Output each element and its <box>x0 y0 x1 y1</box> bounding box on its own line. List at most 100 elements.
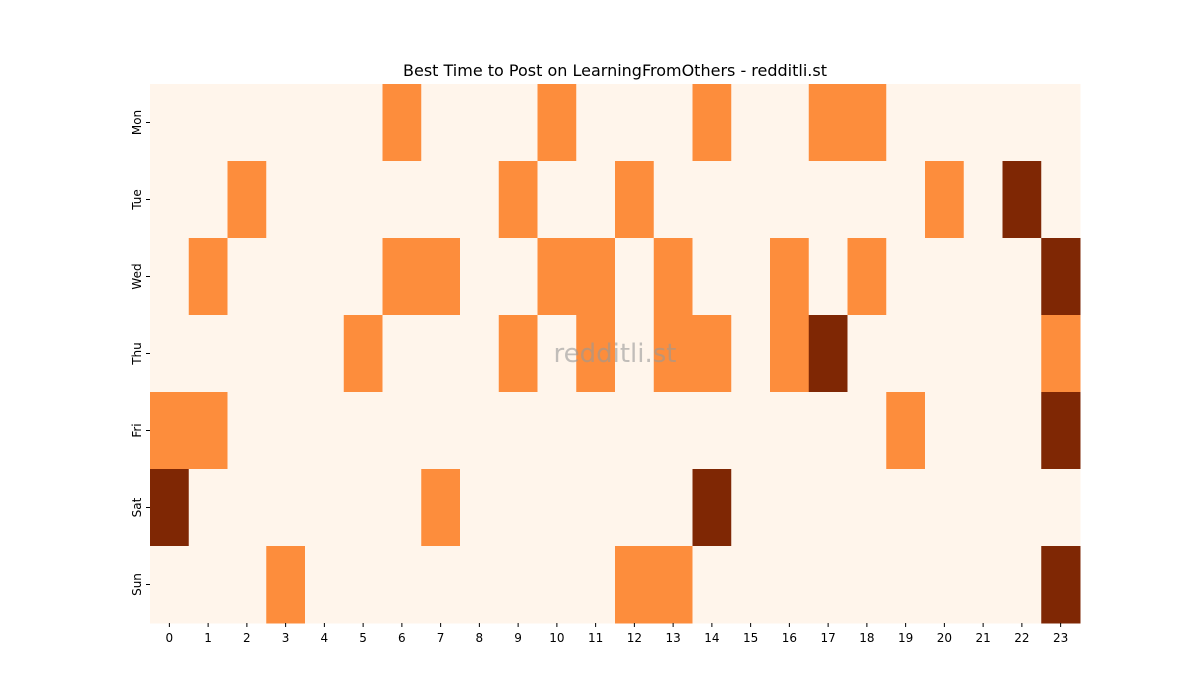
heatmap-cell-fri-2 <box>227 392 267 470</box>
heatmap-cell-fri-23 <box>1041 392 1081 470</box>
heatmap-cell-wed-7 <box>421 238 461 316</box>
heatmap-cell-sat-6 <box>382 469 422 547</box>
heatmap-cell-mon-1 <box>188 84 228 162</box>
heatmap-cell-sun-18 <box>847 546 887 624</box>
heatmap-cell-tue-13 <box>653 161 693 239</box>
heatmap-cell-mon-0 <box>150 84 190 162</box>
heatmap-cell-wed-19 <box>886 238 926 316</box>
heatmap-cell-mon-13 <box>653 84 693 162</box>
heatmap-cell-thu-5 <box>343 315 383 393</box>
heatmap-cell-thu-15 <box>731 315 771 393</box>
heatmap-cell-fri-15 <box>731 392 771 470</box>
heatmap-cell-tue-4 <box>305 161 345 239</box>
heatmap-cell-sat-0 <box>150 469 190 547</box>
heatmap-cell-fri-20 <box>925 392 965 470</box>
heatmap-cell-thu-21 <box>963 315 1003 393</box>
heatmap-cell-tue-16 <box>770 161 810 239</box>
heatmap-cell-sat-21 <box>963 469 1003 547</box>
heatmap-cell-fri-0 <box>150 392 190 470</box>
heatmap-cell-wed-0 <box>150 238 190 316</box>
heatmap-cell-mon-16 <box>770 84 810 162</box>
heatmap-cell-wed-16 <box>770 238 810 316</box>
heatmap-cell-sun-4 <box>305 546 345 624</box>
heatmap-cell-sun-11 <box>576 546 616 624</box>
heatmap-cell-thu-14 <box>692 315 732 393</box>
heatmap-cell-sat-15 <box>731 469 771 547</box>
x-tick-label: 10 <box>549 631 564 645</box>
heatmap-cell-tue-19 <box>886 161 926 239</box>
heatmap-cell-wed-22 <box>1002 238 1042 316</box>
heatmap-cell-mon-14 <box>692 84 732 162</box>
x-tick-label: 15 <box>743 631 758 645</box>
heatmap-cell-sat-1 <box>188 469 228 547</box>
x-tick-label: 14 <box>704 631 719 645</box>
heatmap-cell-fri-19 <box>886 392 926 470</box>
heatmap-cell-sat-12 <box>615 469 655 547</box>
heatmap-cell-sun-13 <box>653 546 693 624</box>
heatmap-cell-mon-2 <box>227 84 267 162</box>
heatmap-cell-sat-19 <box>886 469 926 547</box>
heatmap-cell-sun-19 <box>886 546 926 624</box>
heatmap-cell-wed-12 <box>615 238 655 316</box>
x-tick-label: 16 <box>782 631 797 645</box>
heatmap-cell-fri-21 <box>963 392 1003 470</box>
heatmap-cell-tue-2 <box>227 161 267 239</box>
heatmap-cell-tue-11 <box>576 161 616 239</box>
heatmap-cell-sun-12 <box>615 546 655 624</box>
heatmap-cell-mon-12 <box>615 84 655 162</box>
heatmap-cell-wed-8 <box>460 238 500 316</box>
heatmap-cell-fri-17 <box>808 392 848 470</box>
heatmap-cell-sun-21 <box>963 546 1003 624</box>
heatmap-cell-thu-23 <box>1041 315 1081 393</box>
heatmap-cell-wed-9 <box>498 238 538 316</box>
heatmap-cells <box>150 84 1081 624</box>
heatmap-cell-fri-10 <box>537 392 577 470</box>
heatmap-cell-tue-14 <box>692 161 732 239</box>
heatmap-cell-wed-13 <box>653 238 693 316</box>
x-tick-label: 4 <box>321 631 329 645</box>
heatmap-cell-sun-3 <box>266 546 306 624</box>
heatmap-cell-wed-3 <box>266 238 306 316</box>
heatmap-cell-sat-13 <box>653 469 693 547</box>
x-tick-label: 23 <box>1053 631 1068 645</box>
heatmap-cell-thu-19 <box>886 315 926 393</box>
heatmap-cell-tue-5 <box>343 161 383 239</box>
heatmap-cell-mon-17 <box>808 84 848 162</box>
heatmap-cell-thu-0 <box>150 315 190 393</box>
heatmap-cell-mon-22 <box>1002 84 1042 162</box>
y-tick-label: Wed <box>130 263 144 289</box>
heatmap-cell-sat-3 <box>266 469 306 547</box>
heatmap-cell-tue-20 <box>925 161 965 239</box>
y-tick-label: Mon <box>130 110 144 135</box>
heatmap-cell-thu-22 <box>1002 315 1042 393</box>
heatmap-cell-sun-8 <box>460 546 500 624</box>
heatmap-cell-tue-3 <box>266 161 306 239</box>
heatmap-cell-fri-13 <box>653 392 693 470</box>
heatmap-cell-thu-12 <box>615 315 655 393</box>
heatmap-cell-sun-6 <box>382 546 422 624</box>
heatmap-cell-sat-10 <box>537 469 577 547</box>
x-tick-label: 20 <box>937 631 952 645</box>
x-tick-label: 17 <box>820 631 835 645</box>
heatmap-cell-tue-23 <box>1041 161 1081 239</box>
heatmap-cell-thu-4 <box>305 315 345 393</box>
heatmap-cell-sat-5 <box>343 469 383 547</box>
heatmap-cell-thu-16 <box>770 315 810 393</box>
heatmap-cell-wed-14 <box>692 238 732 316</box>
heatmap-cell-wed-18 <box>847 238 887 316</box>
heatmap-cell-tue-10 <box>537 161 577 239</box>
heatmap-cell-sun-2 <box>227 546 267 624</box>
heatmap-cell-sat-11 <box>576 469 616 547</box>
chart-title: Best Time to Post on LearningFromOthers … <box>403 61 827 80</box>
heatmap-cell-wed-6 <box>382 238 422 316</box>
heatmap-cell-thu-10 <box>537 315 577 393</box>
x-tick-label: 13 <box>665 631 680 645</box>
heatmap-cell-tue-22 <box>1002 161 1042 239</box>
heatmap-cell-mon-11 <box>576 84 616 162</box>
heatmap-cell-sat-16 <box>770 469 810 547</box>
heatmap-cell-fri-7 <box>421 392 461 470</box>
heatmap-cell-sun-20 <box>925 546 965 624</box>
heatmap-cell-sun-10 <box>537 546 577 624</box>
heatmap-cell-wed-20 <box>925 238 965 316</box>
heatmap-cell-wed-11 <box>576 238 616 316</box>
